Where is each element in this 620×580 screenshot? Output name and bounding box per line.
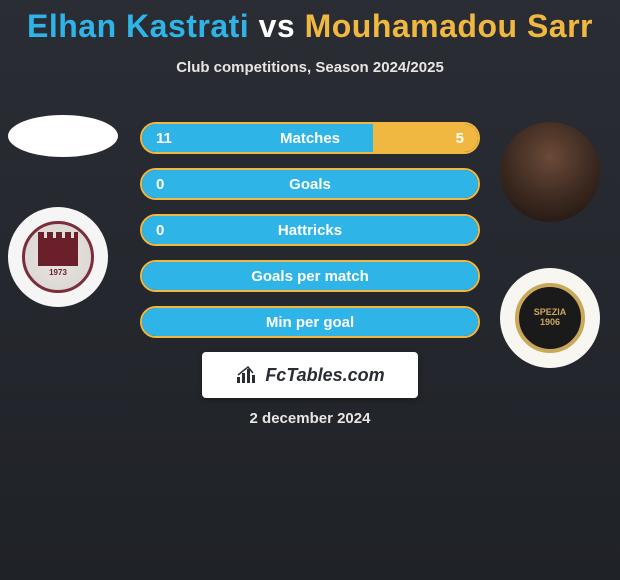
left-column: 1973	[8, 115, 118, 307]
club1-badge: 1973	[8, 207, 108, 307]
bar-value-left: 0	[156, 176, 164, 193]
player1-avatar	[8, 115, 118, 157]
date-text: 2 december 2024	[250, 410, 371, 427]
club2-name: SPEZIA 1906	[534, 308, 567, 328]
club2-badge: SPEZIA 1906	[500, 268, 600, 368]
bar-row: 11 5 Matches	[140, 122, 480, 154]
watermark-text: FcTables.com	[265, 365, 384, 386]
player2-name: Mouhamadou Sarr	[305, 8, 593, 44]
subtitle: Club competitions, Season 2024/2025	[0, 59, 620, 76]
page-title: Elhan Kastrati vs Mouhamadou Sarr	[0, 0, 620, 45]
bar-label: Goals	[289, 176, 331, 193]
right-column: SPEZIA 1906	[500, 122, 600, 368]
player1-name: Elhan Kastrati	[27, 8, 249, 44]
castle-icon	[38, 238, 78, 266]
chart-icon	[235, 365, 259, 385]
club1-year: 1973	[49, 268, 67, 277]
player2-avatar	[500, 122, 600, 222]
bar-value-right: 5	[456, 130, 464, 147]
vs-text: vs	[259, 8, 296, 44]
bar-row: Min per goal	[140, 306, 480, 338]
bar-value-left: 11	[156, 130, 172, 147]
comparison-bars: 11 5 Matches 0 Goals 0 Hattricks Goals per matc…	[140, 122, 480, 338]
bar-row: 0 Hattricks	[140, 214, 480, 246]
bar-value-left: 0	[156, 222, 164, 239]
bar-label: Matches	[280, 130, 340, 147]
bar-label: Hattricks	[278, 222, 342, 239]
watermark: FcTables.com	[202, 352, 418, 398]
bar-label: Min per goal	[266, 314, 354, 331]
bar-row: 0 Goals	[140, 168, 480, 200]
bar-label: Goals per match	[251, 268, 369, 285]
bar-row: Goals per match	[140, 260, 480, 292]
